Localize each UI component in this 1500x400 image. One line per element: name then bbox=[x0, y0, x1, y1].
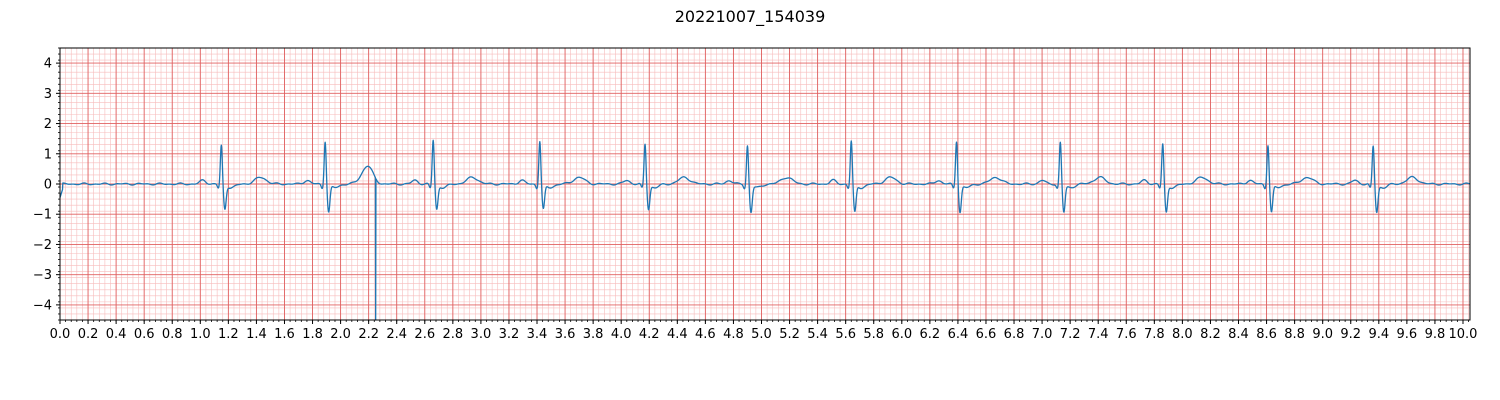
x-tick-label: 8.4 bbox=[1228, 327, 1249, 342]
x-tick-label: 4.6 bbox=[695, 327, 716, 342]
y-tick-label: −4 bbox=[33, 298, 52, 313]
x-tick-label: 7.2 bbox=[1060, 327, 1081, 342]
x-tick-label: 7.0 bbox=[1032, 327, 1053, 342]
x-tick-label: 5.8 bbox=[863, 327, 884, 342]
y-tick-label: 1 bbox=[44, 147, 52, 162]
x-tick-label: 6.4 bbox=[948, 327, 969, 342]
x-tick-label: 7.6 bbox=[1116, 327, 1137, 342]
x-tick-label: 3.8 bbox=[583, 327, 604, 342]
x-tick-label: 5.4 bbox=[807, 327, 828, 342]
x-tick-label: 5.0 bbox=[751, 327, 772, 342]
y-tick-label: −2 bbox=[33, 238, 52, 253]
x-tick-label: 8.6 bbox=[1256, 327, 1277, 342]
x-tick-label: 1.0 bbox=[190, 327, 211, 342]
x-tick-label: 4.0 bbox=[611, 327, 632, 342]
x-tick-label: 2.2 bbox=[358, 327, 379, 342]
x-tick-label: 9.4 bbox=[1368, 327, 1389, 342]
x-tick-label: 1.6 bbox=[274, 327, 295, 342]
x-axis: 0.0 0.2 0.4 0.6 0.8 1.0 1.2 1.4 1.6 1.8 2.0 2.2 2.4 2… bbox=[50, 320, 1478, 342]
x-tick-label: 2.4 bbox=[386, 327, 407, 342]
y-tick-label: 2 bbox=[44, 117, 52, 132]
x-tick-label: 8.2 bbox=[1200, 327, 1221, 342]
x-tick-label: 4.8 bbox=[723, 327, 744, 342]
ecg-series-line bbox=[59, 139, 1471, 321]
y-axis: −4 −3 −2 −1 0 1 2 3 4 bbox=[33, 47, 60, 321]
x-tick-label: 3.4 bbox=[527, 327, 548, 342]
x-tick-label: 4.4 bbox=[667, 327, 688, 342]
y-tick-label: 4 bbox=[44, 57, 52, 72]
x-tick-label: 0.2 bbox=[78, 327, 99, 342]
x-tick-label: 9.6 bbox=[1397, 327, 1418, 342]
x-tick-label: 1.4 bbox=[246, 327, 267, 342]
x-tick-label: 10.0 bbox=[1449, 327, 1478, 342]
x-tick-label: 8.0 bbox=[1172, 327, 1193, 342]
x-tick-label: 7.8 bbox=[1144, 327, 1165, 342]
x-tick-label: 5.2 bbox=[779, 327, 800, 342]
x-tick-label: 2.8 bbox=[442, 327, 463, 342]
x-tick-label: 9.2 bbox=[1340, 327, 1361, 342]
x-tick-label: 6.8 bbox=[1004, 327, 1025, 342]
x-tick-label: 0.4 bbox=[106, 327, 127, 342]
y-tick-label: −1 bbox=[33, 208, 52, 223]
x-tick-label: 8.8 bbox=[1284, 327, 1305, 342]
x-tick-label: 2.0 bbox=[330, 327, 351, 342]
x-tick-label: 9.0 bbox=[1312, 327, 1333, 342]
y-tick-label: −3 bbox=[33, 268, 52, 283]
chart-title: 20221007_154039 bbox=[675, 7, 826, 27]
x-tick-label: 7.4 bbox=[1088, 327, 1109, 342]
x-tick-label: 0.6 bbox=[134, 327, 155, 342]
x-tick-label: 0.8 bbox=[162, 327, 183, 342]
y-tick-label: 0 bbox=[44, 178, 52, 193]
x-tick-label: 9.8 bbox=[1425, 327, 1446, 342]
x-tick-label: 6.6 bbox=[976, 327, 997, 342]
x-tick-label: 5.6 bbox=[835, 327, 856, 342]
x-tick-label: 0.0 bbox=[50, 327, 71, 342]
x-tick-label: 6.2 bbox=[920, 327, 941, 342]
x-tick-label: 6.0 bbox=[891, 327, 912, 342]
x-tick-label: 2.6 bbox=[414, 327, 435, 342]
x-tick-label: 3.0 bbox=[471, 327, 492, 342]
series-layer bbox=[59, 139, 1471, 321]
x-tick-label: 4.2 bbox=[639, 327, 660, 342]
plot-area bbox=[59, 47, 1471, 321]
x-tick-label: 1.2 bbox=[218, 327, 239, 342]
x-tick-label: 3.2 bbox=[499, 327, 520, 342]
x-tick-label: 1.8 bbox=[302, 327, 323, 342]
x-tick-label: 3.6 bbox=[555, 327, 576, 342]
y-tick-label: 3 bbox=[44, 87, 52, 102]
